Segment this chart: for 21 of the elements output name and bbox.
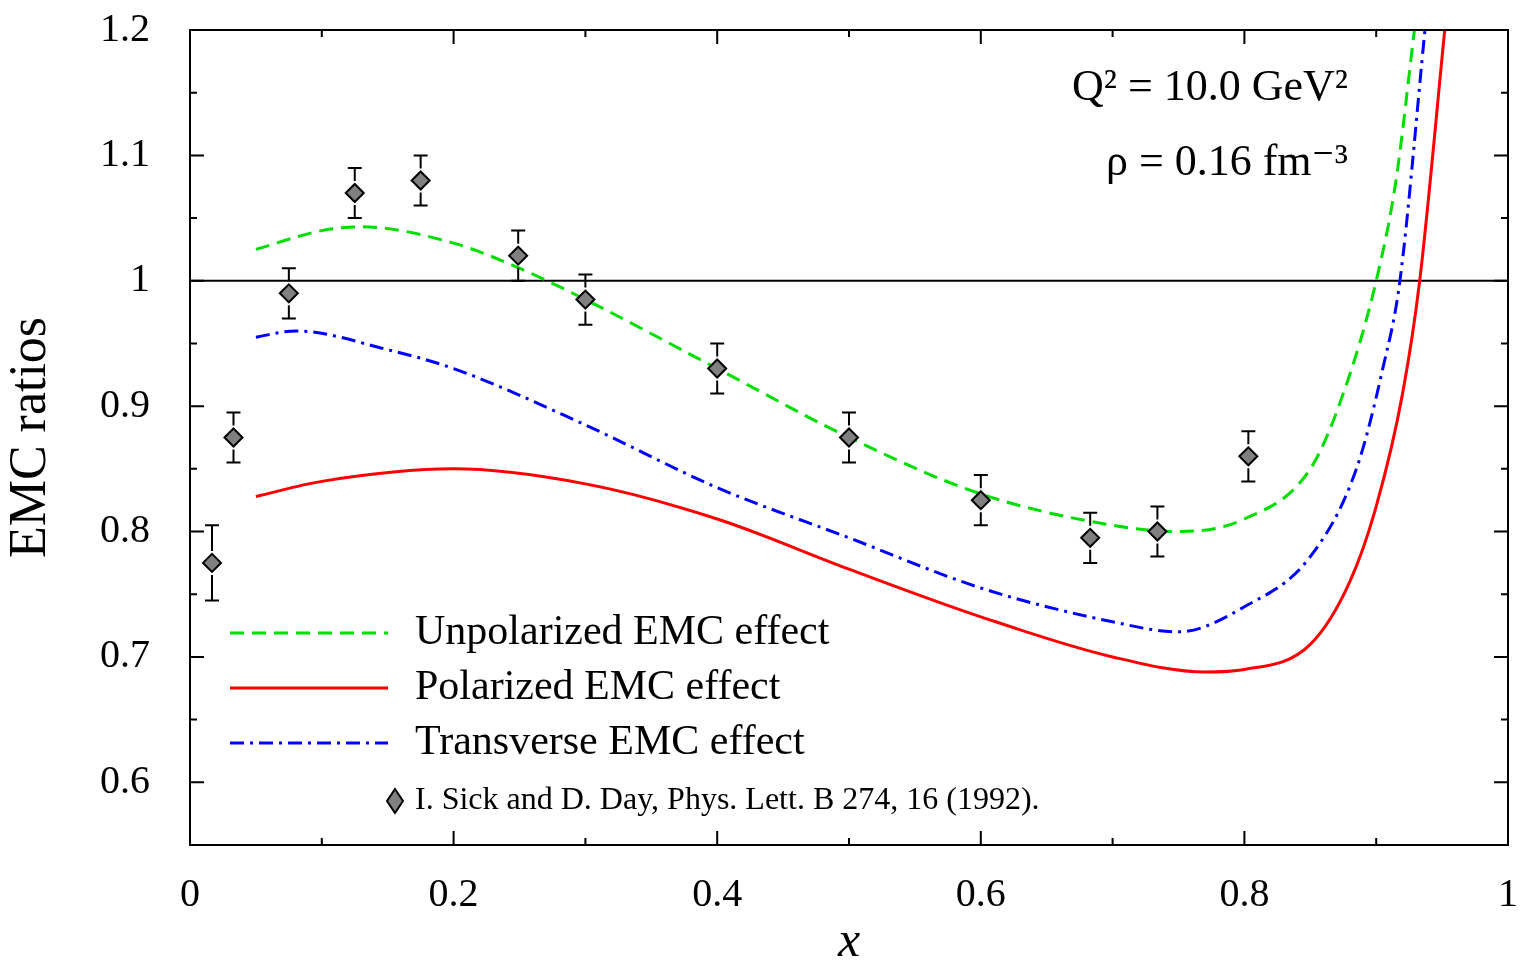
legend-label: Transverse EMC effect <box>415 717 805 764</box>
y-tick-label: 1.1 <box>100 129 150 175</box>
x-tick-label: 0.4 <box>692 869 743 915</box>
y-tick-label: 1.2 <box>100 4 150 50</box>
x-tick-label: 1 <box>1498 869 1518 915</box>
x-tick-label: 0.2 <box>428 869 479 915</box>
y-tick-label: 0.9 <box>100 380 150 426</box>
x-tick-label: 0.8 <box>1219 869 1270 915</box>
x-tick-label: 0 <box>180 869 200 915</box>
y-tick-label: 1 <box>130 255 150 301</box>
y-tick-label: 0.6 <box>100 756 150 802</box>
legend-label: Polarized EMC effect <box>415 662 781 709</box>
y-tick-label: 0.8 <box>100 506 150 552</box>
legend-label: Unpolarized EMC effect <box>415 607 830 654</box>
legend-label: I. Sick and D. Day, Phys. Lett. B 274, 16 (1992). <box>415 780 1040 817</box>
x-tick-label: 0.6 <box>955 869 1006 915</box>
y-tick-label: 0.7 <box>100 631 150 677</box>
annotation: Q² = 10.0 GeV² <box>1071 61 1348 110</box>
y-axis-title: EMC ratios <box>0 316 56 559</box>
x-axis-title: x <box>836 911 861 968</box>
annotation: ρ = 0.16 fm⁻³ <box>1105 136 1348 185</box>
